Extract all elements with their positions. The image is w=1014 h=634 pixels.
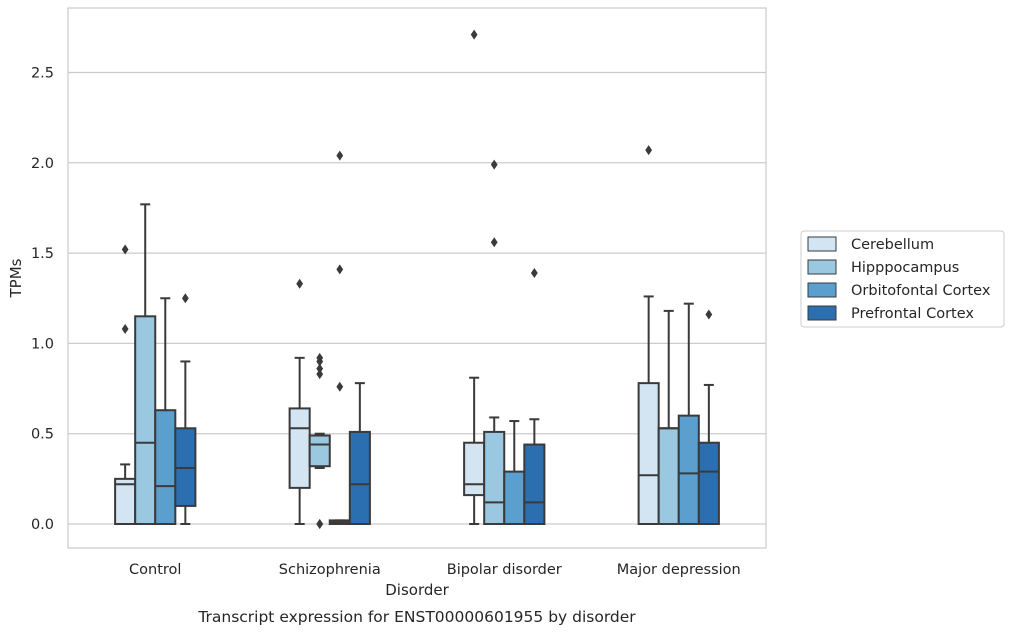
y-tick-label: 0.5 bbox=[31, 427, 54, 443]
box-hipppocampus bbox=[483, 159, 506, 526]
iqr-box bbox=[154, 409, 177, 525]
y-tick-label: 1.5 bbox=[31, 246, 54, 262]
iqr-box bbox=[503, 470, 526, 526]
box-hipppocampus bbox=[134, 203, 157, 525]
legend-label: Prefrontal Cortex bbox=[851, 306, 974, 322]
box-prefrontal-cortex bbox=[174, 293, 197, 525]
iqr-box bbox=[483, 430, 506, 526]
box-cerebellum bbox=[637, 145, 660, 525]
plot-frame bbox=[67, 7, 767, 549]
box-hipppocampus bbox=[308, 352, 331, 529]
box-hipppocampus bbox=[657, 309, 680, 526]
iqr-box bbox=[348, 430, 371, 526]
box-groups bbox=[114, 29, 720, 529]
legend: Cerebellum Hipppocampus Orbitofontal Corte… bbox=[800, 230, 1005, 328]
box-prefrontal-cortex bbox=[697, 309, 720, 526]
box-orbitofontal-cortex bbox=[677, 302, 700, 526]
outlier-point bbox=[645, 145, 653, 156]
legend-frame bbox=[800, 230, 1005, 328]
iqr-box bbox=[114, 477, 137, 526]
box-prefrontal-cortex bbox=[348, 382, 371, 526]
box-cerebellum bbox=[463, 29, 486, 525]
iqr-box bbox=[288, 407, 311, 489]
y-tick-label: 2.5 bbox=[31, 66, 54, 82]
outlier-point bbox=[316, 519, 324, 529]
box-orbitofontal-cortex bbox=[328, 150, 351, 526]
iqr-box bbox=[523, 443, 546, 526]
legend-label: Hipppocampus bbox=[851, 260, 959, 276]
outlier-point bbox=[336, 381, 344, 392]
outlier-point bbox=[336, 150, 344, 161]
outlier-point bbox=[530, 267, 538, 278]
iqr-box bbox=[657, 427, 680, 526]
legend-label: Cerebellum bbox=[851, 237, 934, 253]
x-tick-label: Major depression bbox=[617, 562, 741, 578]
x-tick-label: Control bbox=[129, 562, 181, 578]
box-cerebellum bbox=[288, 278, 311, 525]
x-tick-label: Bipolar disorder bbox=[447, 562, 562, 578]
iqr-box bbox=[463, 441, 486, 497]
iqr-box bbox=[677, 414, 700, 526]
legend-swatch bbox=[807, 236, 837, 252]
outlier-point bbox=[121, 244, 129, 255]
outlier-point bbox=[705, 309, 713, 320]
outlier-point bbox=[316, 363, 324, 374]
outlier-point bbox=[490, 237, 498, 248]
box-cerebellum bbox=[114, 244, 137, 526]
iqr-box bbox=[637, 382, 660, 525]
legend-swatch bbox=[807, 259, 837, 275]
outlier-point bbox=[316, 369, 324, 380]
legend-swatch bbox=[807, 305, 837, 321]
outlier-point bbox=[121, 323, 129, 334]
outlier-point bbox=[490, 159, 498, 170]
outlier-point bbox=[336, 264, 344, 275]
iqr-box bbox=[134, 315, 157, 525]
y-axis-ticks: 0.0 0.5 1.0 1.5 2.0 2.5 bbox=[31, 66, 54, 534]
iqr-box bbox=[308, 434, 331, 468]
legend-label: Orbitofontal Cortex bbox=[851, 283, 991, 299]
outlier-point bbox=[296, 278, 304, 289]
y-tick-label: 2.0 bbox=[31, 156, 54, 172]
x-axis-label: Disorder bbox=[385, 581, 449, 599]
x-axis-ticks: Control Schizophrenia Bipolar disorder Majo… bbox=[129, 562, 741, 578]
box-prefrontal-cortex bbox=[523, 267, 546, 526]
box-orbitofontal-cortex bbox=[154, 297, 177, 525]
x-tick-label: Schizophrenia bbox=[279, 562, 381, 578]
legend-swatch bbox=[807, 282, 837, 298]
chart-caption: Transcript expression for ENST0000060195… bbox=[197, 608, 636, 626]
outlier-point bbox=[316, 352, 324, 363]
iqr-box bbox=[697, 441, 720, 526]
y-axis-label: TPMs bbox=[7, 258, 25, 298]
y-tick-label: 1.0 bbox=[31, 336, 54, 352]
outlier-point bbox=[181, 293, 189, 304]
y-tick-label: 0.0 bbox=[31, 517, 54, 533]
outlier-point bbox=[470, 29, 478, 40]
box-orbitofontal-cortex bbox=[503, 420, 526, 526]
